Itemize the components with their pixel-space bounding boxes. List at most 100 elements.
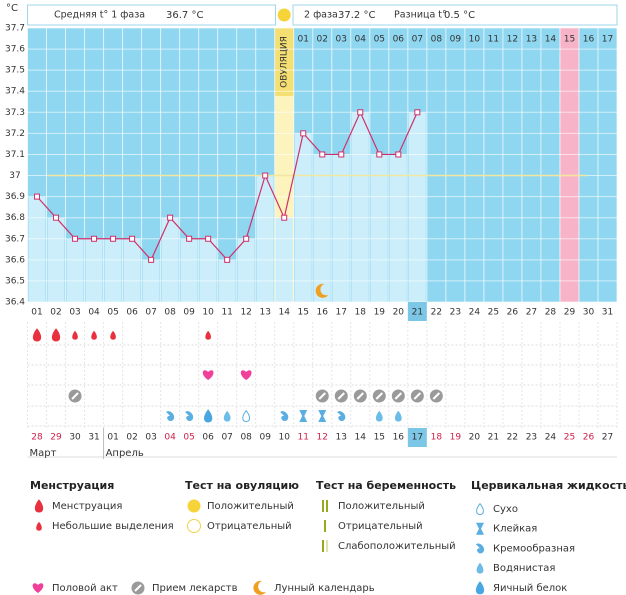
phase2-day: 07: [412, 35, 423, 45]
day-label: 23: [450, 308, 461, 318]
legend-label: Положительный: [207, 501, 294, 512]
legend-icon: [32, 583, 44, 593]
temperature-point: [148, 256, 155, 263]
temperature-bar: [237, 238, 255, 302]
temperature-point: [338, 151, 345, 158]
y-tick-label: 37.5: [5, 66, 25, 76]
legend-label: Прием лекарств: [152, 583, 238, 594]
y-tick-label: 37.4: [5, 87, 25, 97]
legend-icon: [324, 520, 326, 532]
legend-icon: [476, 502, 484, 516]
medication-icon-part: [432, 392, 441, 400]
cervical_fluid-icon: [318, 410, 327, 422]
phase2-day: 10: [469, 35, 481, 45]
legend-icon: [476, 562, 484, 574]
y-unit: °C: [6, 3, 18, 14]
legend-icon-part: [475, 581, 485, 595]
legend-label: Небольшие выделения: [52, 521, 174, 532]
temperature-bar: [370, 154, 388, 302]
menstruation-icon-part: [51, 328, 61, 342]
menstruation-icon: [110, 330, 116, 340]
legend-title: Тест на беременность: [316, 479, 456, 492]
calendar-date: 19: [450, 433, 462, 443]
calendar-date: 26: [583, 433, 595, 443]
cervical_fluid-icon-part: [185, 411, 194, 421]
day-label: 15: [298, 308, 309, 318]
cervical_fluid-icon: [166, 411, 175, 421]
day-label: 26: [507, 308, 519, 318]
temperature-point: [414, 109, 421, 116]
calendar-date: 01: [107, 433, 118, 443]
legend-title: Цервикальная жидкость: [471, 479, 626, 492]
intercourse-icon: [202, 370, 214, 380]
temperature-point: [281, 214, 288, 221]
month-label: Апрель: [106, 448, 144, 459]
legend-label: Клейкая: [493, 524, 537, 535]
legend-title: Менструация: [30, 479, 114, 492]
temperature-bar: [389, 154, 407, 302]
phase2-day: 17: [602, 35, 613, 45]
calendar-date: 30: [69, 433, 81, 443]
temperature-point: [167, 214, 174, 221]
menstruation-icon-part: [110, 330, 116, 340]
day-label: 07: [145, 308, 156, 318]
day-label: 10: [202, 308, 214, 318]
calendar-date: 28: [31, 433, 43, 443]
phase2-day: 02: [317, 35, 328, 45]
legend-label: Половой акт: [52, 583, 118, 594]
legend-icon-part: [187, 499, 201, 513]
temperature-bar: [104, 238, 122, 302]
day-label: 27: [526, 308, 537, 318]
calendar-date: 31: [88, 433, 99, 443]
legend-icon-part: [476, 562, 484, 574]
y-tick-label: 36.8: [5, 213, 25, 223]
today-highlight: [407, 302, 427, 321]
day-label: 28: [545, 308, 557, 318]
calendar-date: 11: [298, 433, 309, 443]
menstruation-icon-part: [32, 328, 42, 342]
phase2-day: 14: [545, 35, 557, 45]
medication-icon-part: [71, 392, 79, 400]
temperature-bar: [28, 196, 46, 302]
temperature-bar: [123, 238, 141, 302]
day-label: 19: [374, 308, 386, 318]
calendar-date: 03: [145, 433, 156, 443]
calendar-date: 06: [202, 433, 214, 443]
medication-icon: [334, 389, 348, 403]
temperature-bar: [180, 238, 198, 302]
temperature-bar: [351, 112, 369, 302]
expected-period-column: [559, 28, 579, 302]
cervical_fluid-icon-part: [299, 410, 308, 422]
day-label: 05: [107, 308, 118, 318]
temperature-point: [205, 235, 212, 242]
header-right: [292, 4, 618, 26]
calendar-date: 14: [355, 433, 367, 443]
cervical_fluid-icon: [394, 410, 402, 422]
cervical_fluid-icon-part: [318, 410, 327, 422]
day-label: 03: [69, 308, 80, 318]
y-tick-label: 36.5: [5, 276, 25, 286]
temperature-bar: [199, 238, 217, 302]
phase2-day: 04: [355, 35, 367, 45]
calendar-date: 12: [317, 433, 328, 443]
legend-icon-part: [187, 519, 201, 533]
day-label: 21: [412, 308, 423, 318]
day-label: 14: [278, 308, 290, 318]
medication-icon-part: [356, 392, 364, 400]
cervical_fluid-icon: [204, 409, 213, 423]
calendar-date: 21: [488, 433, 499, 443]
cervical_fluid-icon: [375, 410, 383, 422]
y-tick-label: 37: [9, 171, 20, 181]
day-label: 20: [393, 308, 405, 318]
temperature-point: [72, 235, 79, 242]
diff-label: Разница t°: [394, 10, 447, 21]
medication-icon: [315, 389, 329, 403]
medication-icon: [68, 389, 82, 403]
temperature-point: [262, 172, 269, 179]
phase2-day: 12: [507, 35, 518, 45]
legend-icon-part: [476, 522, 484, 535]
legend-label: Кремообразная: [493, 543, 575, 554]
calendar-date: 10: [278, 433, 290, 443]
phase2-day: 08: [431, 35, 443, 45]
legend-label: Слабоположительный: [338, 541, 456, 552]
